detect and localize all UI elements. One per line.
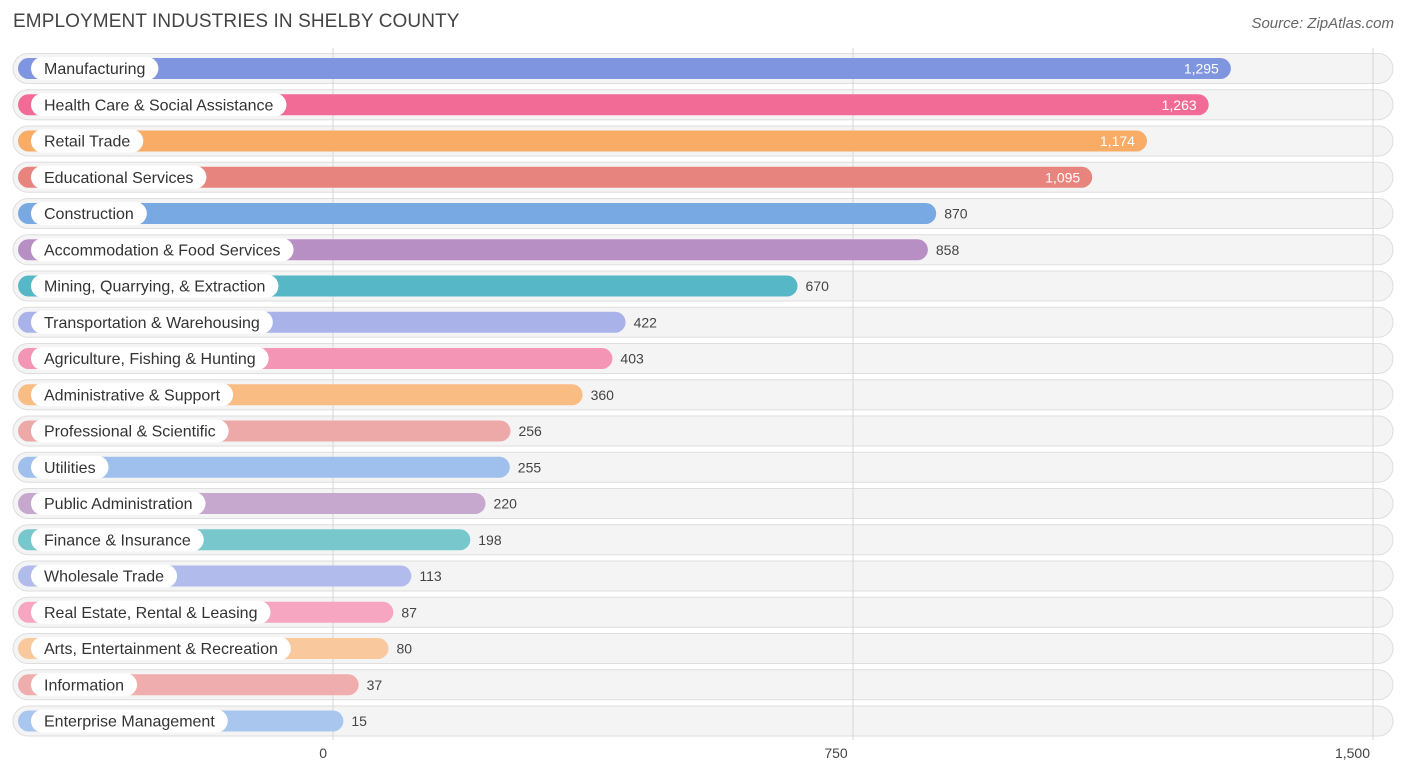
value-label: 198: [478, 532, 502, 548]
category-label: Real Estate, Rental & Leasing: [44, 605, 257, 622]
category-label: Mining, Quarrying, & Extraction: [44, 279, 265, 296]
category-label-pill: [31, 202, 147, 225]
category-label: Enterprise Management: [44, 714, 215, 731]
value-label: 870: [944, 206, 968, 222]
x-tick-label: 1,500: [1335, 745, 1370, 761]
bar[interactable]: [18, 58, 1231, 79]
value-label: 256: [518, 423, 542, 439]
value-label: 1,263: [1162, 97, 1197, 113]
bar[interactable]: [18, 166, 1093, 188]
value-label: 422: [634, 314, 658, 330]
category-label-pill: [31, 528, 204, 552]
value-label: 255: [518, 459, 542, 475]
row-background: [12, 669, 1394, 701]
bar[interactable]: [18, 94, 1209, 116]
bar[interactable]: [18, 203, 937, 224]
category-label-pill: [31, 637, 291, 660]
category-label: Health Care & Social Assistance: [44, 97, 274, 114]
category-label: Utilities: [44, 460, 96, 477]
category-label: Transportation & Warehousing: [44, 315, 260, 332]
x-tick-label: 750: [824, 745, 848, 761]
category-label: Manufacturing: [44, 61, 145, 78]
category-label: Agriculture, Fishing & Hunting: [44, 351, 256, 368]
value-label: 1,174: [1100, 133, 1135, 149]
category-label: Arts, Entertainment & Recreation: [44, 641, 278, 658]
bar[interactable]: [18, 456, 510, 478]
category-label-pill: [31, 383, 234, 407]
category-label: Educational Services: [44, 170, 193, 187]
value-label: 37: [367, 677, 383, 693]
category-label-pill: [31, 274, 279, 298]
category-label-pill: [31, 455, 109, 479]
category-label: Professional & Scientific: [44, 424, 216, 441]
category-label-pill: [31, 673, 138, 697]
value-label: 15: [351, 713, 367, 729]
value-label: 1,295: [1184, 61, 1219, 77]
chart-title: EMPLOYMENT INDUSTRIES IN SHELBY COUNTY: [13, 11, 460, 32]
x-tick-label: 0: [319, 745, 327, 761]
category-label: Construction: [44, 206, 134, 223]
value-label: 1,095: [1045, 169, 1080, 185]
category-label-pill: [31, 93, 287, 117]
category-label-pill: [31, 600, 271, 624]
value-label: 670: [806, 278, 830, 294]
category-label-pill: [31, 310, 273, 334]
category-label: Wholesale Trade: [44, 569, 164, 586]
category-label: Finance & Insurance: [44, 532, 191, 549]
category-label: Public Administration: [44, 496, 193, 513]
category-label: Administrative & Support: [44, 387, 221, 404]
source-label: Source: ZipAtlas.com: [1251, 15, 1394, 32]
category-label-pill: [31, 165, 207, 189]
bar[interactable]: [18, 130, 1147, 152]
category-label: Accommodation & Food Services: [44, 242, 281, 259]
value-label: 220: [494, 496, 518, 512]
category-label: Retail Trade: [44, 134, 130, 151]
value-label: 360: [591, 387, 615, 403]
value-label: 80: [396, 641, 412, 657]
value-label: 113: [419, 568, 442, 584]
category-label-pill: [31, 564, 178, 588]
category-label-pill: [31, 238, 294, 262]
value-label: 403: [620, 351, 644, 367]
value-label: 87: [401, 604, 417, 620]
category-label-pill: [31, 492, 206, 515]
category-label-pill: [31, 129, 144, 153]
category-label-pill: [31, 709, 228, 733]
value-label: 858: [936, 242, 960, 258]
category-label-pill: [31, 419, 229, 443]
row-background: [12, 705, 1394, 737]
category-label-pill: [31, 347, 269, 370]
category-label-pill: [31, 57, 159, 80]
category-label: Information: [44, 677, 124, 694]
